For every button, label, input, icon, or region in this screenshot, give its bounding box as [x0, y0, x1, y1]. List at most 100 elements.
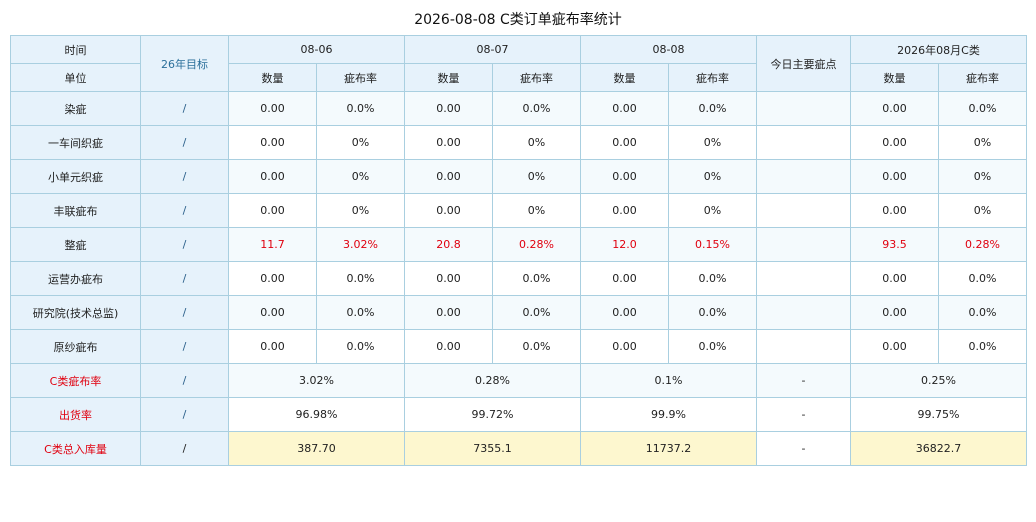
- cell-qty: 0.00: [228, 125, 317, 160]
- cell-rate: 0.0%: [316, 329, 405, 364]
- row-target: /: [140, 329, 229, 364]
- cell-rate: 0.0%: [492, 261, 581, 296]
- defect-rate-table: 时间 26年目标 08-06 08-07 08-08 今日主要疵点 2026年0…: [10, 35, 1027, 466]
- rate-header: 疵布率: [668, 63, 757, 92]
- cell-qty: 0.00: [404, 329, 493, 364]
- cell-qty: 12.0: [580, 227, 669, 262]
- row-target: /: [140, 295, 229, 330]
- cell-qty: 0.00: [404, 261, 493, 296]
- cell-rate: 0.0%: [316, 295, 405, 330]
- row-label: 运营办疵布: [10, 261, 141, 296]
- cell-rate: 0.0%: [668, 295, 757, 330]
- row-label: 小单元织疵: [10, 159, 141, 194]
- cell-month-rate: 0%: [938, 159, 1027, 194]
- summary-target: /: [140, 397, 229, 432]
- cell-qty: 0.00: [228, 261, 317, 296]
- summary-row: C类疵布率 / 3.02% 0.28% 0.1% - 0.25%: [10, 363, 1027, 398]
- cell-main-defect: [756, 295, 851, 330]
- cell-month-rate: 0.0%: [938, 295, 1027, 330]
- table-row: 小单元织疵 / 0.00 0% 0.00 0% 0.00 0% 0.00 0%: [10, 159, 1027, 194]
- cell-month-qty: 0.00: [850, 125, 939, 160]
- summary-value: 3.02%: [228, 363, 405, 398]
- cell-rate: 0.0%: [316, 261, 405, 296]
- cell-qty: 0.00: [228, 295, 317, 330]
- cell-rate: 0.0%: [492, 295, 581, 330]
- summary-value: 7355.1: [404, 431, 581, 466]
- cell-main-defect: [756, 261, 851, 296]
- row-target: /: [140, 227, 229, 262]
- cell-qty: 0.00: [404, 91, 493, 126]
- page-title: 2026-08-08 C类订单疵布率统计: [414, 12, 622, 28]
- cell-month-qty: 0.00: [850, 329, 939, 364]
- cell-qty: 0.00: [228, 329, 317, 364]
- cell-rate: 0%: [492, 193, 581, 228]
- cell-rate: 0.0%: [668, 261, 757, 296]
- rate-header: 疵布率: [492, 63, 581, 92]
- qty-header: 数量: [580, 63, 669, 92]
- row-label: 整疵: [10, 227, 141, 262]
- cell-qty: 0.00: [228, 91, 317, 126]
- row-label: 丰联疵布: [10, 193, 141, 228]
- date-header-1: 08-06: [228, 35, 405, 64]
- time-header: 时间: [10, 35, 141, 64]
- cell-qty: 0.00: [580, 193, 669, 228]
- cell-qty: 0.00: [404, 159, 493, 194]
- cell-rate: 0.0%: [668, 329, 757, 364]
- cell-month-rate: 0.0%: [938, 91, 1027, 126]
- row-label: 染疵: [10, 91, 141, 126]
- cell-rate: 0.0%: [668, 91, 757, 126]
- cell-rate: 0%: [668, 159, 757, 194]
- summary-value: 0.28%: [404, 363, 581, 398]
- cell-rate: 0%: [492, 125, 581, 160]
- row-label: 一车间织疵: [10, 125, 141, 160]
- cell-qty: 0.00: [228, 159, 317, 194]
- summary-value: 11737.2: [580, 431, 757, 466]
- row-target: /: [140, 261, 229, 296]
- cell-month-rate: 0.0%: [938, 329, 1027, 364]
- cell-month-rate: 0%: [938, 193, 1027, 228]
- cell-rate: 0.15%: [668, 227, 757, 262]
- cell-rate: 0.28%: [492, 227, 581, 262]
- cell-main-defect: [756, 159, 851, 194]
- cell-month-rate: 0%: [938, 125, 1027, 160]
- summary-label: C类疵布率: [10, 363, 141, 398]
- summary-value: 96.98%: [228, 397, 405, 432]
- cell-qty: 0.00: [580, 125, 669, 160]
- summary-row: 出货率 / 96.98% 99.72% 99.9% - 99.75%: [10, 397, 1027, 432]
- cell-main-defect: [756, 329, 851, 364]
- table-row: 研究院(技术总监) / 0.00 0.0% 0.00 0.0% 0.00 0.0…: [10, 295, 1027, 330]
- cell-month-rate: 0.28%: [938, 227, 1027, 262]
- summary-main-defect: -: [756, 431, 851, 466]
- summary-target: /: [140, 431, 229, 466]
- cell-rate: 0.0%: [492, 329, 581, 364]
- cell-rate: 0%: [316, 125, 405, 160]
- qty-header: 数量: [228, 63, 317, 92]
- summary-main-defect: -: [756, 363, 851, 398]
- row-target: /: [140, 91, 229, 126]
- table-row: 运营办疵布 / 0.00 0.0% 0.00 0.0% 0.00 0.0% 0.…: [10, 261, 1027, 296]
- row-target: /: [140, 159, 229, 194]
- cell-month-qty: 0.00: [850, 91, 939, 126]
- cell-qty: 0.00: [404, 295, 493, 330]
- cell-rate: 0%: [492, 159, 581, 194]
- date-header-2: 08-07: [404, 35, 581, 64]
- cell-month-qty: 0.00: [850, 261, 939, 296]
- cell-qty: 0.00: [228, 193, 317, 228]
- cell-main-defect: [756, 91, 851, 126]
- unit-header: 单位: [10, 63, 141, 92]
- table-row: 染疵 / 0.00 0.0% 0.00 0.0% 0.00 0.0% 0.00 …: [10, 91, 1027, 126]
- row-label: 原纱疵布: [10, 329, 141, 364]
- rate-header: 疵布率: [938, 63, 1027, 92]
- summary-month-value: 36822.7: [850, 431, 1027, 466]
- summary-row: C类总入库量 / 387.70 7355.1 11737.2 - 36822.7: [10, 431, 1027, 466]
- cell-month-qty: 93.5: [850, 227, 939, 262]
- summary-month-value: 99.75%: [850, 397, 1027, 432]
- row-label: 研究院(技术总监): [10, 295, 141, 330]
- cell-qty: 20.8: [404, 227, 493, 262]
- summary-label: 出货率: [10, 397, 141, 432]
- date-header-3: 08-08: [580, 35, 757, 64]
- target-header: 26年目标: [140, 35, 229, 92]
- cell-qty: 0.00: [404, 193, 493, 228]
- cell-rate: 0%: [668, 193, 757, 228]
- cell-qty: 0.00: [580, 91, 669, 126]
